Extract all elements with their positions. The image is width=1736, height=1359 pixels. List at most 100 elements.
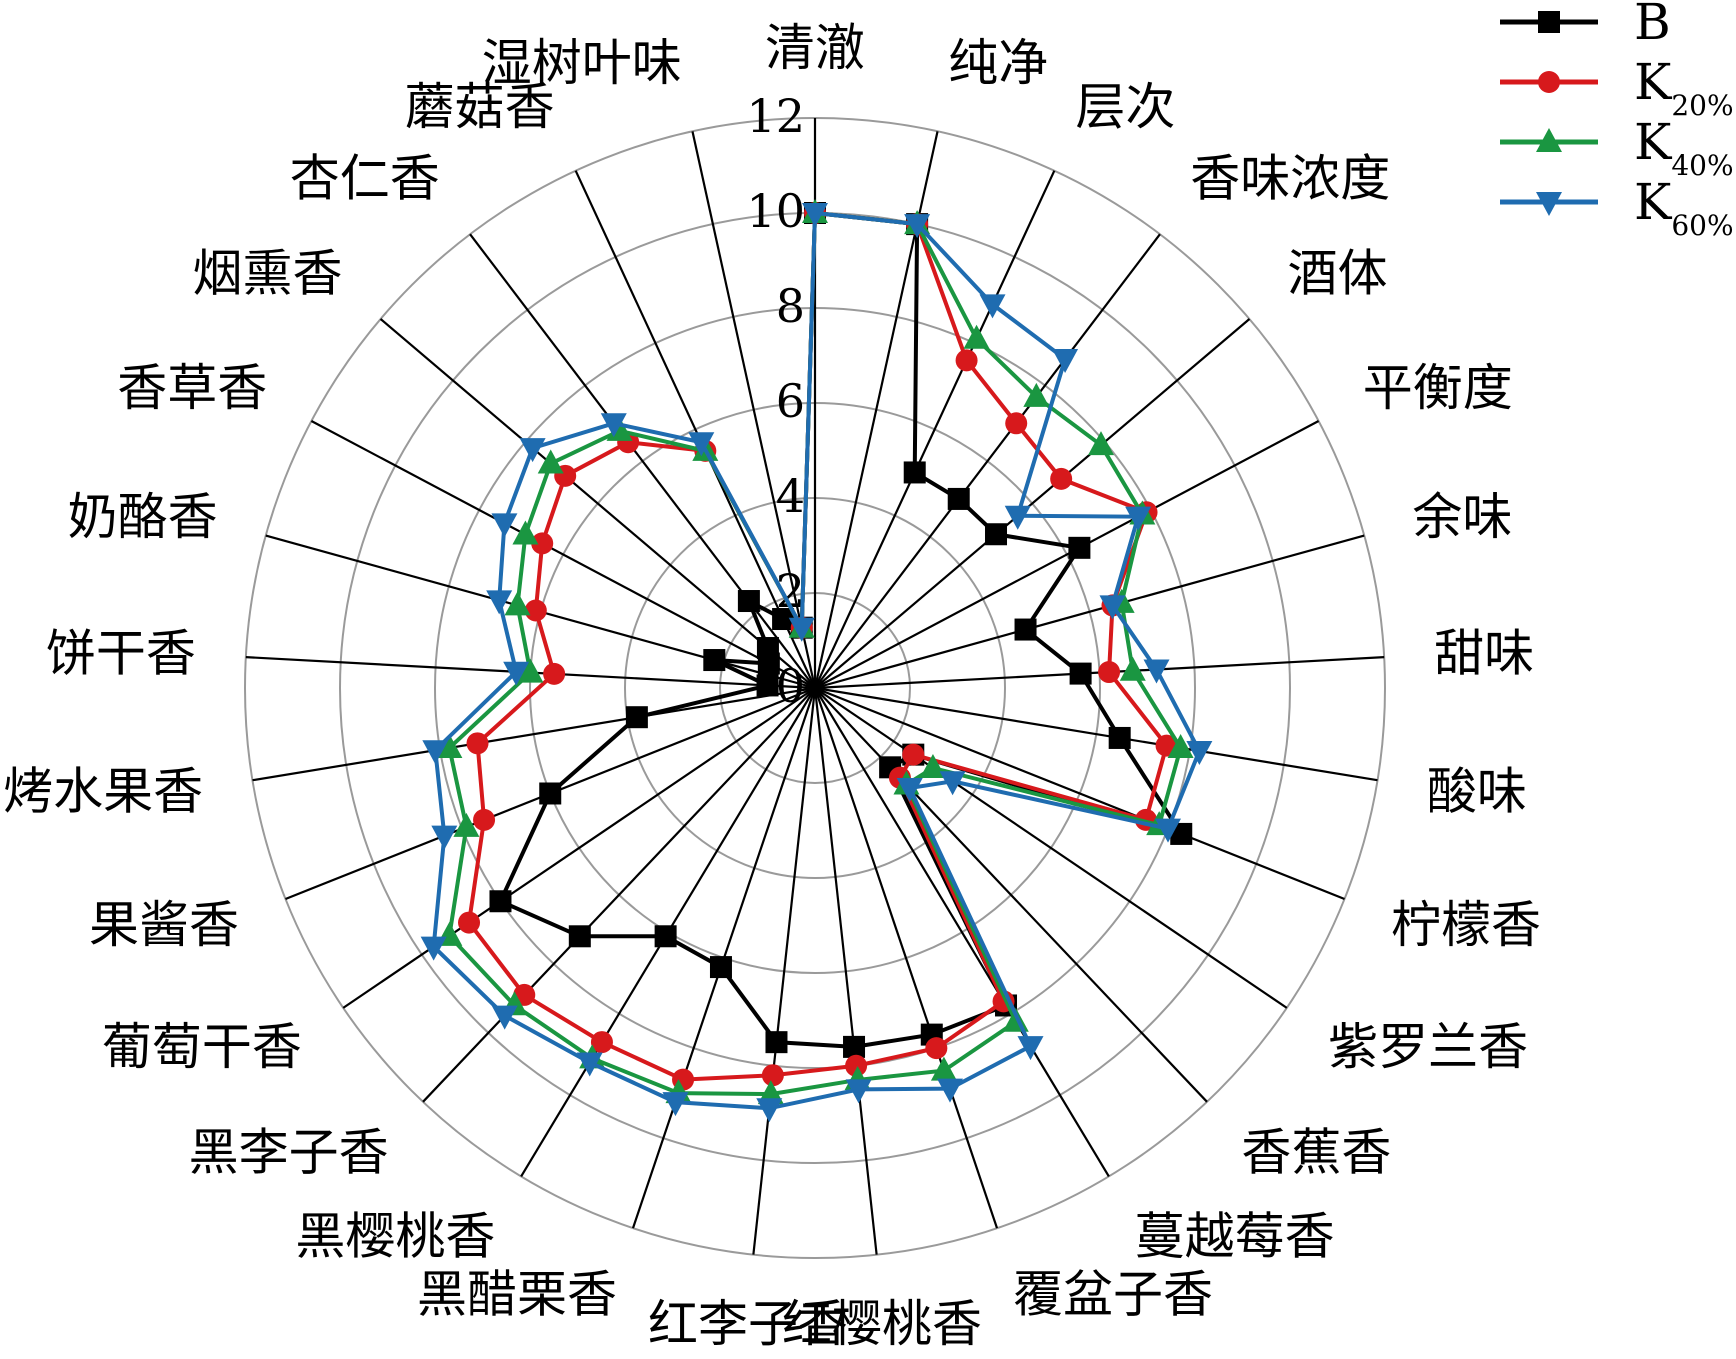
series-point [519, 438, 546, 463]
series-point [1069, 662, 1092, 685]
series-layer [420, 199, 1213, 1123]
series-point [420, 936, 447, 961]
category-label: 蔓越莓香 [1135, 1207, 1335, 1265]
series-point [947, 487, 970, 510]
legend-marker [1536, 192, 1562, 216]
category-label: 香草香 [117, 359, 267, 417]
series-point [504, 591, 531, 616]
series-point [772, 608, 795, 631]
series-point [1068, 536, 1091, 559]
legend-marker [1538, 71, 1560, 93]
spoke-line [469, 233, 816, 689]
category-label: 湿树叶味 [482, 34, 682, 92]
spoke-line [814, 687, 1110, 1177]
spoke-line [310, 420, 816, 689]
series-point [756, 674, 779, 697]
legend-label: K40% [1634, 113, 1734, 182]
category-label: 杏仁香 [290, 150, 440, 208]
spoke-line [814, 420, 1320, 689]
category-label: 葡萄干香 [102, 1018, 302, 1076]
series-point [756, 637, 779, 660]
series-point [845, 1079, 872, 1104]
category-label: 奶酪香 [68, 488, 218, 546]
series-point [788, 617, 815, 642]
spoke-line [814, 534, 1365, 690]
category-label: 紫罗兰香 [1328, 1018, 1528, 1076]
series-point [939, 771, 966, 796]
series-line [466, 210, 1169, 1082]
category-label: 层次 [1075, 78, 1175, 136]
series-point [524, 599, 547, 622]
category-label: 覆盆子香 [1013, 1265, 1213, 1323]
spoke-line [752, 687, 817, 1255]
series-3 [420, 203, 1213, 1123]
series-point [517, 658, 544, 683]
series-point [453, 812, 480, 837]
series-point [1023, 382, 1050, 407]
category-label: 红李子香 [648, 1295, 848, 1353]
series-point [1125, 506, 1152, 531]
legend-label: K60% [1634, 173, 1734, 242]
series-point [688, 432, 715, 457]
series-point [936, 1078, 963, 1103]
category-label: 果酱香 [89, 896, 239, 954]
spoke-line [814, 170, 1056, 689]
category-label: 酸味 [1427, 763, 1527, 821]
radial-tick-label: 12 [746, 89, 805, 143]
series-point [765, 1031, 788, 1054]
series-point [512, 520, 539, 545]
radial-tick-label: 6 [776, 374, 805, 428]
category-labels: 清澈 纯净层次香味浓度酒体平衡度余味甜味酸味柠檬香紫罗兰香香蕉香蔓越莓香覆盆子香红… [3, 19, 1541, 1353]
spoke-line [814, 687, 1288, 1009]
legend-item: K60% [1500, 173, 1734, 242]
series-point [1088, 431, 1115, 456]
category-label: 酒体 [1288, 245, 1388, 303]
category-label: 烤水果香 [3, 763, 203, 821]
category-label: 平衡度 [1363, 359, 1513, 417]
radial-tick-label: 0 [776, 659, 805, 713]
series-point [431, 825, 458, 850]
series-point [845, 1054, 868, 1077]
legend-item: K20% [1500, 53, 1734, 122]
category-label: 余味 [1412, 488, 1512, 546]
series-point [761, 1064, 784, 1087]
series-point [1167, 733, 1194, 758]
series-point [843, 1035, 866, 1058]
series-point [703, 649, 726, 672]
series-point [1170, 822, 1193, 845]
series-point [436, 733, 463, 758]
series-point [576, 1052, 603, 1077]
category-label: 甜味 [1434, 624, 1534, 682]
spoke-line [814, 686, 1378, 782]
spoke-line [252, 686, 816, 782]
series-point [737, 590, 760, 613]
series-point [896, 778, 923, 803]
series-point [802, 203, 828, 227]
series-point [1143, 659, 1170, 684]
series-point [902, 743, 925, 766]
series-point [925, 1037, 948, 1060]
series-point [985, 523, 1008, 546]
series-point [709, 956, 732, 979]
legend-label: B [1634, 0, 1671, 51]
spoke-line [814, 318, 1251, 689]
series-point [503, 661, 530, 686]
series-point [466, 732, 489, 755]
series-point [963, 324, 990, 349]
series-line [447, 210, 1183, 1097]
series-point [1119, 656, 1146, 681]
category-label: 饼干香 [46, 624, 196, 682]
series-point [979, 294, 1006, 319]
radial-tick-label: 10 [746, 184, 805, 238]
spoke-line [422, 687, 816, 1103]
series-point [590, 1031, 613, 1054]
category-label: 纯净 [948, 34, 1048, 92]
series-point [491, 513, 518, 538]
series-point [1108, 726, 1131, 749]
series-point [757, 1080, 784, 1105]
category-label: 清澈 [765, 19, 865, 77]
series-point [568, 925, 591, 948]
